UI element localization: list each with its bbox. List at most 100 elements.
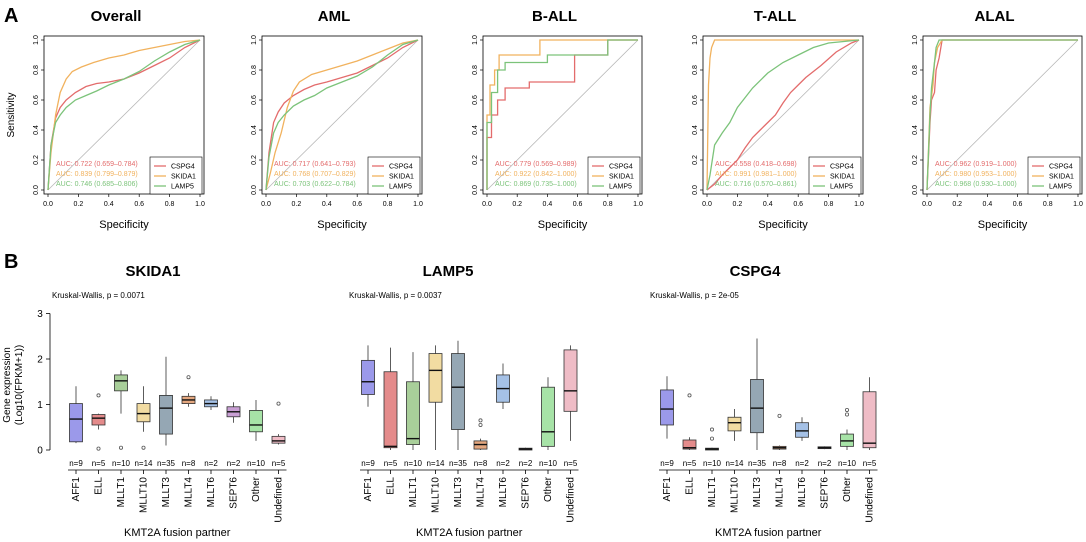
roc-panel-t-all: T-ALL 0.00.0 0.2 0.2 0.4 0.4 0.6 0.6 0.8 0.8 1.0 1.… bbox=[692, 8, 864, 231]
roc-curve-lamp5 bbox=[486, 39, 638, 190]
x-tick-label: 0.2 bbox=[512, 201, 522, 208]
box-mllt3 bbox=[750, 379, 764, 434]
legend-label-cspg4: CSPG4 bbox=[830, 164, 854, 171]
boxplot-panels: SKIDA1 Kruskal-Wallis, p = 0.0071 0 1 2 3 Gene… bbox=[2, 263, 878, 539]
stat-label: Kruskal-Wallis, p = 0.0037 bbox=[349, 291, 442, 300]
outlier-mllt4 bbox=[777, 413, 782, 418]
x-tick-label-ell: ELL bbox=[685, 477, 696, 495]
x-tick-label: 0.0 bbox=[43, 201, 53, 208]
y-tick-label: 0.2 bbox=[472, 155, 479, 165]
n-label-aff1: n=9 bbox=[361, 459, 375, 468]
n-label-ell: n=5 bbox=[92, 459, 106, 468]
roc-curve-cspg4 bbox=[47, 39, 201, 191]
y-tick-label: 0.8 bbox=[912, 65, 919, 75]
x-tick-label: 0.2 bbox=[74, 201, 84, 208]
n-label-undefined: n=5 bbox=[863, 459, 877, 468]
legend-label-skida1: SKIDA1 bbox=[171, 174, 196, 181]
x-axis-label: Specificity bbox=[758, 219, 808, 231]
y-tick-label: 1.0 bbox=[912, 35, 919, 45]
x-tick-label: 1.0 bbox=[854, 201, 864, 208]
outlier-ell bbox=[687, 393, 692, 398]
x-tick-label: 0.2 bbox=[292, 201, 302, 208]
legend-label-lamp5: LAMP5 bbox=[830, 184, 853, 191]
x-tick-label: 1.0 bbox=[195, 201, 205, 208]
stat-label: Kruskal-Wallis, p = 0.0071 bbox=[52, 291, 145, 300]
x-tick-label: 0.0 bbox=[261, 201, 271, 208]
legend-label-cspg4: CSPG4 bbox=[171, 164, 195, 171]
x-tick-label: 0.0 bbox=[702, 201, 712, 208]
roc-curve-lamp5 bbox=[265, 39, 419, 191]
y-tick-label: 0.0 bbox=[251, 185, 258, 195]
x-tick-label: 0.4 bbox=[763, 201, 773, 208]
x-axis-label: Specificity bbox=[317, 219, 367, 231]
box-aff1 bbox=[69, 403, 83, 443]
x-tick-label-mllt10: MLLT10 bbox=[730, 477, 741, 513]
roc-curve-lamp5 bbox=[926, 39, 1078, 191]
x-tick-label: 0.8 bbox=[383, 201, 393, 208]
n-label-mllt10: n=14 bbox=[426, 459, 445, 468]
y-tick-label: 0.8 bbox=[692, 65, 699, 75]
outlier-ell bbox=[96, 393, 101, 398]
roc-curve-lamp5 bbox=[706, 39, 860, 191]
n-label-mllt3: n=35 bbox=[449, 459, 468, 468]
box-panel-cspg4: CSPG4 Kruskal-Wallis, p = 2e-05 n=9 AFF1 n=5… bbox=[650, 263, 878, 539]
box-other bbox=[541, 386, 555, 447]
y-tick-label: 0.2 bbox=[251, 155, 258, 165]
x-tick-label: 0.2 bbox=[733, 201, 743, 208]
x-tick-label: 0.6 bbox=[352, 201, 362, 208]
box-aff1 bbox=[660, 389, 674, 426]
roc-title: B-ALL bbox=[532, 8, 577, 25]
outlier-mllt1 bbox=[119, 445, 124, 450]
auc-label-lamp5: AUC: 0.968 (0.930–1.000) bbox=[935, 181, 1017, 188]
x-tick-label-aff1: AFF1 bbox=[662, 477, 673, 502]
x-tick-label: 0.8 bbox=[1043, 201, 1053, 208]
roc-frame bbox=[261, 35, 423, 195]
outlier-mllt4 bbox=[186, 375, 191, 380]
box-undefined bbox=[271, 435, 286, 444]
box-mllt10 bbox=[136, 403, 151, 423]
y-tick-label: 1 bbox=[37, 400, 43, 411]
y-tick-label: 1.0 bbox=[251, 35, 258, 45]
y-tick-label: 0.8 bbox=[472, 65, 479, 75]
roc-diagonal bbox=[926, 39, 1079, 191]
x-tick-label-mllt4: MLLT4 bbox=[775, 477, 786, 508]
n-label-aff1: n=9 bbox=[69, 459, 83, 468]
n-label-sept6: n=2 bbox=[227, 459, 241, 468]
x-tick-label: 0.6 bbox=[793, 201, 803, 208]
n-label-mllt1: n=10 bbox=[112, 459, 131, 468]
x-tick-label-mllt1: MLLT1 bbox=[408, 477, 419, 508]
n-label-mllt6: n=2 bbox=[496, 459, 510, 468]
roc-curve-skida1 bbox=[47, 39, 201, 191]
auc-label-lamp5: AUC: 0.703 (0.622–0.784) bbox=[274, 181, 356, 188]
roc-title: T-ALL bbox=[754, 8, 797, 25]
y-tick-label: 1.0 bbox=[472, 35, 479, 45]
x-tick-label-undefined: Undefined bbox=[566, 477, 577, 523]
x-tick-label-mllt6: MLLT6 bbox=[498, 477, 509, 508]
x-tick-label-mllt10: MLLT10 bbox=[139, 477, 150, 513]
legend-label-skida1: SKIDA1 bbox=[830, 174, 855, 181]
x-tick-label-mllt3: MLLT3 bbox=[453, 477, 464, 508]
auc-label-lamp5: AUC: 0.869 (0.735–1.000) bbox=[495, 181, 577, 188]
x-tick-label: 0.8 bbox=[603, 201, 613, 208]
x-axis-label: KMT2A fusion partner bbox=[715, 527, 822, 539]
x-tick-label: 0.6 bbox=[1013, 201, 1023, 208]
auc-label-cspg4: AUC: 0.962 (0.919–1.000) bbox=[935, 161, 1017, 168]
x-tick-label-mllt3: MLLT3 bbox=[752, 477, 763, 508]
n-label-mllt6: n=2 bbox=[204, 459, 218, 468]
n-label-mllt3: n=35 bbox=[748, 459, 767, 468]
x-tick-label-mllt4: MLLT4 bbox=[476, 477, 487, 508]
x-tick-label-aff1: AFF1 bbox=[363, 477, 374, 502]
box-undefined bbox=[862, 391, 877, 449]
auc-label-cspg4: AUC: 0.722 (0.659–0.784) bbox=[56, 161, 138, 168]
x-tick-label-ell: ELL bbox=[386, 477, 397, 495]
roc-title: AML bbox=[318, 8, 351, 25]
n-label-mllt4: n=8 bbox=[182, 459, 196, 468]
roc-diagonal bbox=[47, 39, 201, 191]
legend-label-skida1: SKIDA1 bbox=[1049, 174, 1074, 181]
box-other bbox=[249, 410, 263, 433]
x-tick-label-mllt1: MLLT1 bbox=[116, 477, 127, 508]
y-tick-label: 0.6 bbox=[251, 95, 258, 105]
roc-curve-cspg4 bbox=[706, 39, 860, 191]
x-tick-label-undefined: Undefined bbox=[274, 477, 285, 523]
x-tick-label: 0.8 bbox=[165, 201, 175, 208]
